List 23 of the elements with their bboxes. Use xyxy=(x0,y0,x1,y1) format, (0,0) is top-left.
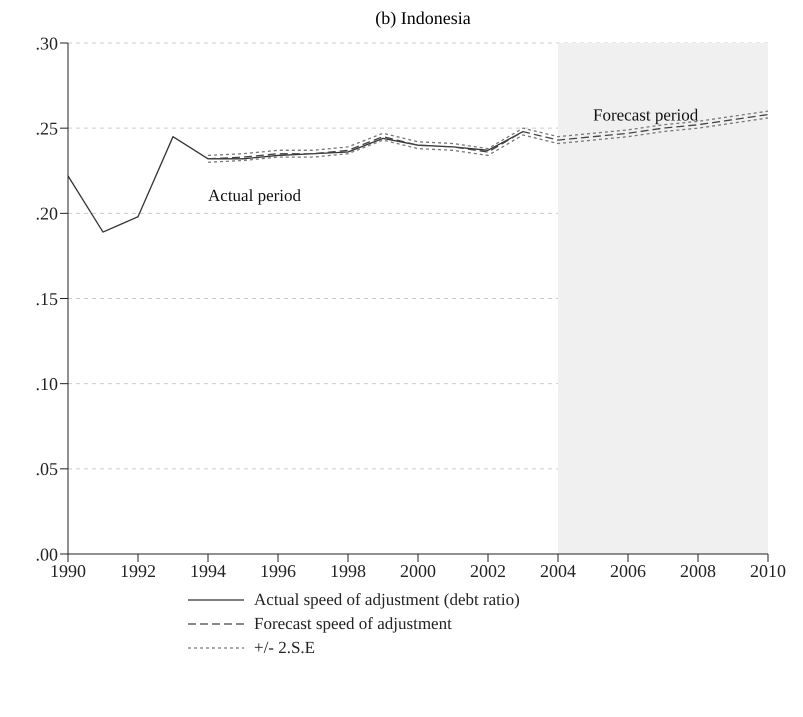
y-tick-label: .25 xyxy=(36,118,58,139)
y-tick-label: .10 xyxy=(36,374,58,394)
x-tick-label: 2002 xyxy=(470,560,506,581)
x-tick-label: 1994 xyxy=(190,560,226,581)
x-tick-label: 2004 xyxy=(540,560,576,581)
y-tick-label: .30 xyxy=(36,33,58,54)
legend-label: +/- 2.S.E xyxy=(254,638,316,658)
x-tick-label: 1996 xyxy=(260,560,296,581)
legend-label: Forecast speed of adjustment xyxy=(254,614,452,634)
chart-title: (b) Indonesia xyxy=(374,8,472,29)
x-tick-label: 1998 xyxy=(330,560,366,581)
annotation: Forecast period xyxy=(593,106,699,125)
x-tick-label: 1992 xyxy=(120,560,156,581)
legend-label: Actual speed of adjustment (debt ratio) xyxy=(254,590,520,610)
y-tick-label: .20 xyxy=(36,204,58,224)
y-tick-label: .05 xyxy=(36,459,58,480)
line-series xyxy=(68,130,524,233)
x-tick-label: 2008 xyxy=(680,560,716,581)
x-tick-label: 2000 xyxy=(400,560,436,581)
y-tick-label: .15 xyxy=(36,288,58,309)
annotation: Actual period xyxy=(208,186,302,205)
x-tick-label: 2006 xyxy=(610,560,646,581)
x-tick-label: 2010 xyxy=(750,560,786,581)
